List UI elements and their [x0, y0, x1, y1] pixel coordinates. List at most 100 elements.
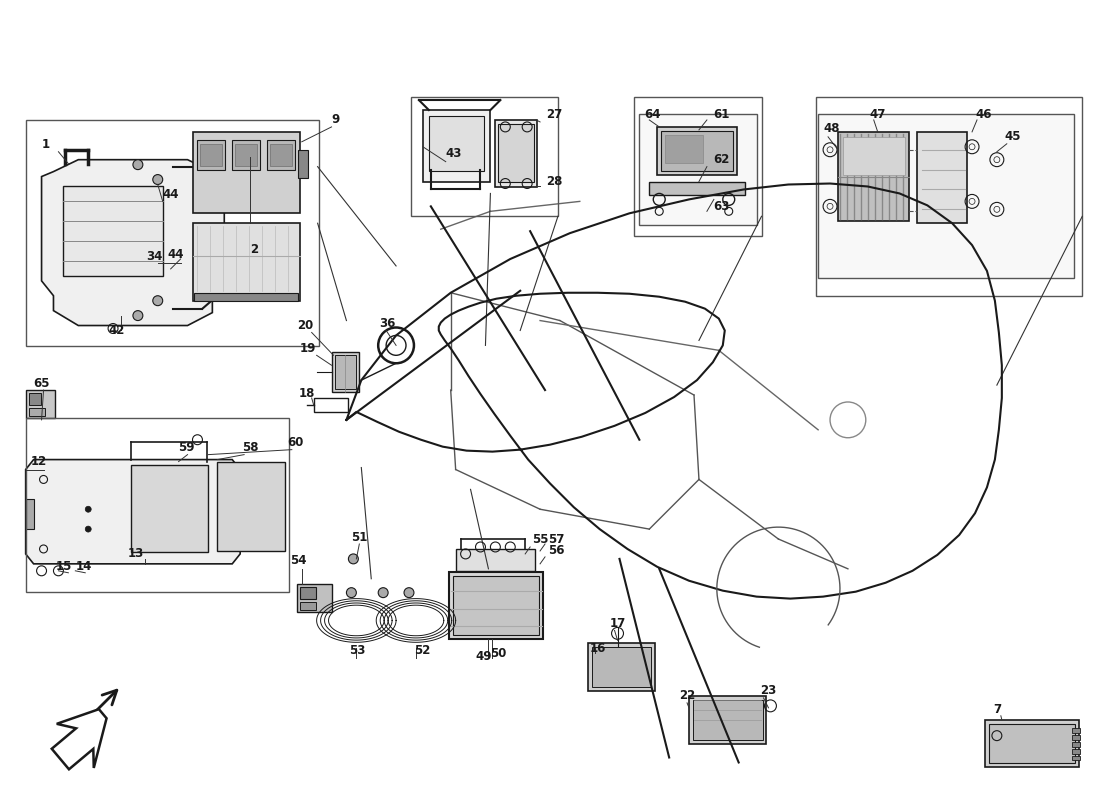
Bar: [818, 114, 1075, 278]
Bar: [1072, 728, 1080, 733]
Bar: [218, 462, 285, 551]
Text: 16: 16: [590, 642, 606, 654]
Text: 49: 49: [475, 650, 492, 662]
Bar: [314, 398, 349, 412]
Circle shape: [86, 506, 91, 512]
Bar: [235, 144, 257, 166]
Text: 59: 59: [177, 441, 194, 454]
Text: 9: 9: [331, 114, 340, 126]
Bar: [299, 602, 316, 610]
Text: 42: 42: [108, 324, 124, 337]
Bar: [455, 549, 535, 571]
Text: 22: 22: [679, 690, 695, 702]
Bar: [25, 499, 34, 529]
Bar: [429, 116, 484, 170]
Text: 45: 45: [1004, 130, 1021, 143]
Bar: [989, 724, 1076, 763]
Text: 1: 1: [42, 138, 50, 151]
Text: 36: 36: [379, 317, 396, 330]
Bar: [661, 131, 733, 170]
Text: 53: 53: [350, 644, 366, 657]
Bar: [639, 114, 757, 226]
Polygon shape: [52, 709, 107, 770]
Text: 44: 44: [167, 247, 184, 261]
Bar: [838, 132, 910, 222]
Text: 28: 28: [546, 175, 562, 188]
Circle shape: [133, 160, 143, 170]
Text: 19: 19: [299, 342, 316, 355]
Text: 50: 50: [491, 646, 507, 660]
Circle shape: [153, 296, 163, 306]
Bar: [198, 140, 226, 170]
Text: 64: 64: [645, 107, 661, 121]
Bar: [658, 127, 737, 174]
Text: 23: 23: [760, 685, 777, 698]
Text: 55: 55: [532, 533, 549, 546]
Text: 34: 34: [146, 250, 162, 262]
Text: 44: 44: [163, 188, 179, 201]
Bar: [195, 293, 298, 301]
Bar: [649, 182, 745, 195]
Text: 47: 47: [870, 107, 887, 121]
Bar: [1072, 755, 1080, 761]
Text: 18: 18: [299, 386, 315, 399]
Bar: [635, 97, 761, 236]
Bar: [298, 150, 308, 178]
Bar: [29, 393, 41, 405]
Text: 46: 46: [975, 107, 991, 121]
Bar: [984, 720, 1079, 767]
Text: 52: 52: [414, 644, 430, 657]
Bar: [666, 135, 703, 162]
Bar: [200, 144, 222, 166]
Text: 43: 43: [446, 147, 462, 160]
Bar: [1072, 734, 1080, 740]
Bar: [816, 97, 1082, 296]
Polygon shape: [42, 160, 224, 326]
Bar: [25, 120, 319, 346]
Bar: [1072, 742, 1080, 746]
Text: 15: 15: [55, 560, 72, 574]
Bar: [592, 647, 651, 687]
Bar: [1072, 749, 1080, 754]
Bar: [267, 140, 295, 170]
Text: 12: 12: [31, 455, 47, 468]
Bar: [64, 186, 163, 276]
Text: 58: 58: [242, 441, 258, 454]
Text: 7: 7: [993, 703, 1001, 716]
Bar: [220, 466, 282, 547]
Bar: [917, 132, 967, 223]
Bar: [453, 576, 539, 635]
Bar: [587, 643, 656, 691]
Bar: [498, 124, 535, 182]
Bar: [449, 572, 543, 639]
Circle shape: [86, 526, 91, 532]
Bar: [232, 140, 260, 170]
Text: 65: 65: [34, 377, 51, 390]
Text: 57: 57: [548, 533, 564, 546]
Circle shape: [378, 588, 388, 598]
Bar: [299, 586, 316, 598]
Bar: [411, 97, 558, 216]
Text: 17: 17: [609, 617, 626, 630]
Bar: [331, 352, 360, 392]
Text: 56: 56: [548, 545, 564, 558]
Polygon shape: [25, 459, 240, 564]
Bar: [843, 137, 904, 174]
Bar: [297, 584, 331, 611]
Text: 14: 14: [75, 560, 91, 574]
Text: 60: 60: [287, 436, 304, 450]
Circle shape: [153, 174, 163, 185]
Circle shape: [404, 588, 414, 598]
Bar: [25, 390, 55, 418]
Text: 27: 27: [546, 107, 562, 121]
Bar: [422, 110, 491, 182]
Bar: [270, 144, 292, 166]
Bar: [693, 700, 762, 740]
Text: 13: 13: [128, 547, 144, 561]
Text: 51: 51: [351, 530, 367, 543]
Text: 2: 2: [250, 242, 258, 255]
Text: 63: 63: [713, 200, 729, 213]
Text: 48: 48: [823, 122, 839, 135]
Bar: [25, 418, 289, 592]
Text: 62: 62: [713, 153, 729, 166]
